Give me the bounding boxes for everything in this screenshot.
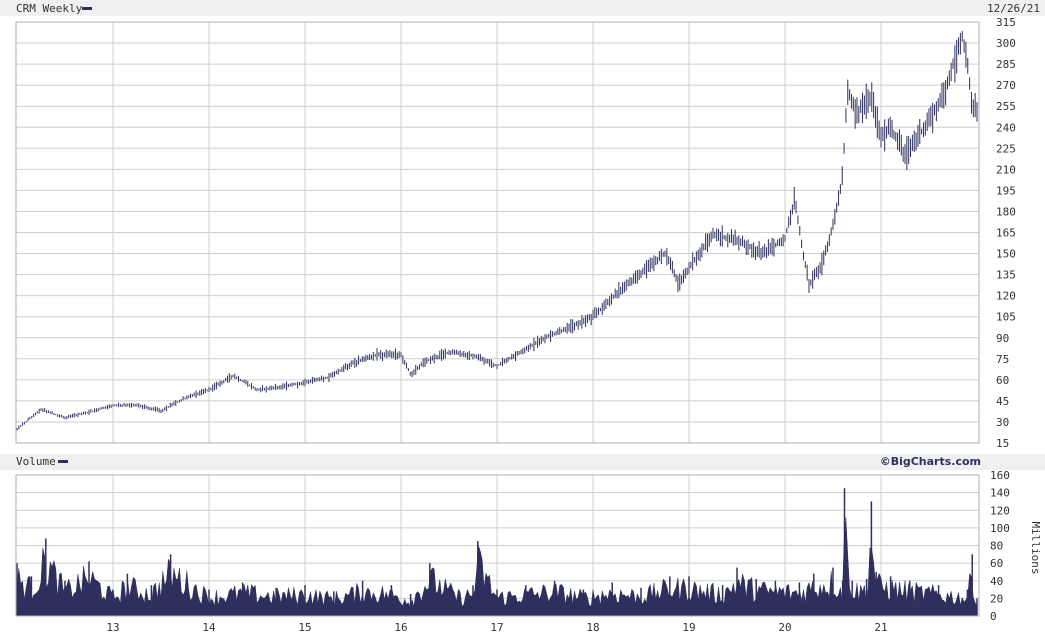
copyright-link[interactable]: ©BigCharts.com	[880, 455, 981, 468]
volume-header-bar	[0, 454, 1045, 470]
volume-y-tick-label: 0	[990, 610, 997, 623]
price-y-tick-label: 255	[996, 100, 1016, 113]
price-y-tick-label: 15	[996, 437, 1009, 450]
x-tick-label: 16	[394, 621, 407, 634]
price-plot-frame	[15, 21, 980, 444]
price-y-tick-label: 270	[996, 79, 1016, 92]
price-y-axis: 15 30 45 60 75 90 105 120 135 150 165 180 195 210 225 2…	[996, 16, 1016, 450]
price-legend-swatch	[82, 7, 92, 10]
price-y-tick-label: 105	[996, 311, 1016, 324]
price-y-tick-label: 75	[996, 353, 1009, 366]
price-y-tick-label: 300	[996, 37, 1016, 50]
price-y-tick-label: 30	[996, 416, 1009, 429]
price-y-tick-label: 285	[996, 58, 1016, 71]
price-y-tick-label: 180	[996, 205, 1016, 218]
price-header-bar	[0, 0, 1045, 16]
volume-y-tick-label: 100	[990, 522, 1010, 535]
price-y-tick-label: 45	[996, 395, 1009, 408]
price-grid	[16, 21, 979, 444]
chart-date: 12/26/21	[987, 2, 1040, 15]
volume-legend-swatch	[58, 460, 68, 463]
volume-y-tick-label: 140	[990, 487, 1010, 500]
price-y-tick-label: 315	[996, 16, 1016, 29]
volume-y-axis: 0 20 40 60 80 100 120 140 160	[990, 469, 1010, 623]
price-y-tick-label: 165	[996, 227, 1016, 240]
volume-y-axis-label: Millions	[1029, 522, 1042, 575]
price-series	[16, 31, 978, 431]
price-y-tick-label: 150	[996, 248, 1016, 261]
x-tick-label: 18	[586, 621, 599, 634]
x-tick-label: 21	[874, 621, 887, 634]
volume-plot-frame	[15, 474, 980, 617]
volume-y-tick-label: 40	[990, 575, 1003, 588]
volume-y-tick-label: 160	[990, 469, 1010, 482]
x-tick-label: 19	[682, 621, 695, 634]
x-tick-label: 14	[202, 621, 216, 634]
x-axis: 13 14 15 16 17 18 19 20 21	[106, 621, 887, 634]
price-y-tick-label: 195	[996, 184, 1016, 197]
x-tick-label: 17	[490, 621, 503, 634]
x-tick-label: 15	[298, 621, 311, 634]
volume-y-tick-label: 120	[990, 504, 1010, 517]
volume-title: Volume	[16, 455, 56, 468]
price-y-tick-label: 90	[996, 332, 1009, 345]
chart-title: CRM Weekly	[16, 2, 83, 15]
x-tick-label: 13	[106, 621, 119, 634]
price-y-tick-label: 210	[996, 163, 1016, 176]
volume-y-tick-label: 20	[990, 592, 1003, 605]
price-y-tick-label: 60	[996, 374, 1009, 387]
volume-y-tick-label: 80	[990, 540, 1003, 553]
price-y-tick-label: 240	[996, 121, 1016, 134]
x-tick-label: 20	[778, 621, 791, 634]
price-y-tick-label: 225	[996, 142, 1016, 155]
volume-series	[16, 488, 978, 617]
price-y-tick-label: 120	[996, 290, 1016, 303]
volume-y-tick-label: 60	[990, 557, 1003, 570]
price-y-tick-label: 135	[996, 269, 1016, 282]
